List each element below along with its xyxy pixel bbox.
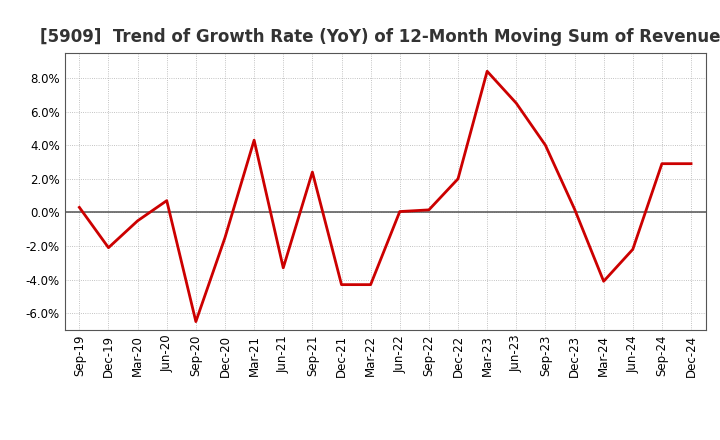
- Title: [5909]  Trend of Growth Rate (YoY) of 12-Month Moving Sum of Revenues: [5909] Trend of Growth Rate (YoY) of 12-…: [40, 28, 720, 46]
